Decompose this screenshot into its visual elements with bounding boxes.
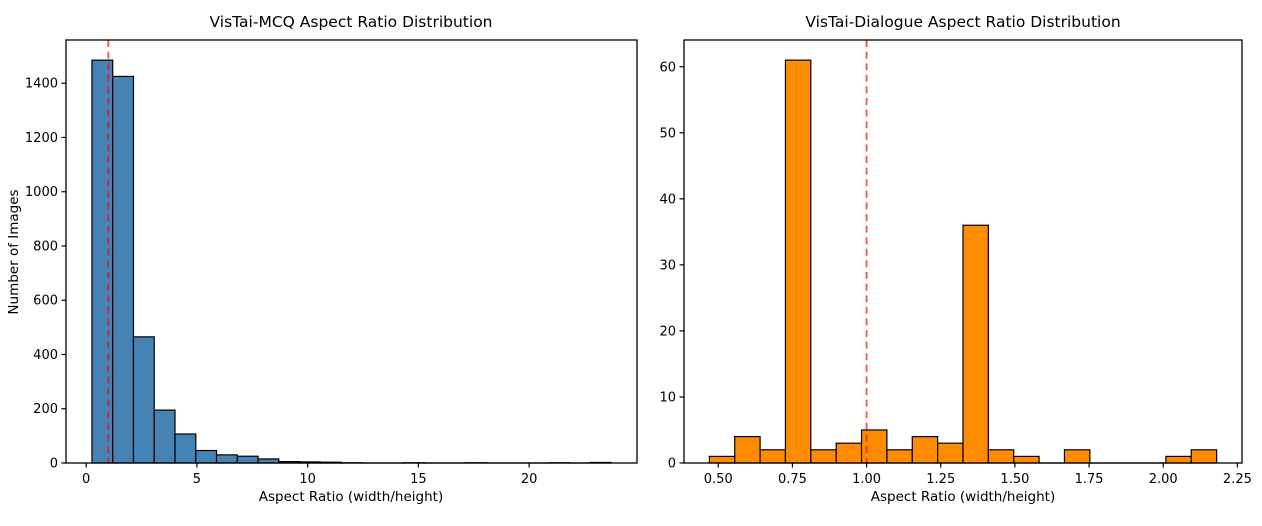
histogram-bar xyxy=(708,455,736,464)
x-tick-label: 15 xyxy=(410,472,427,487)
y-tick-label: 30 xyxy=(659,258,676,273)
histogram-bar xyxy=(236,455,259,464)
histogram-bar xyxy=(911,435,939,464)
mcq-chart-title: VisTai-MCQ Aspect Ratio Distribution xyxy=(209,13,493,31)
histogram-bar xyxy=(1190,449,1218,464)
y-tick-label: 1400 xyxy=(25,77,58,92)
x-tick-label: 1.75 xyxy=(1075,472,1104,487)
subplot-1: 0.50 0.75 1.00 1.25 1.50 1.75 2.00 2.25 0 10 20 30 4… xyxy=(659,39,1252,487)
histogram-bar xyxy=(937,442,964,464)
histogram-bar xyxy=(215,454,238,464)
y-tick-label: 20 xyxy=(659,324,676,339)
mcq-x-axis-label: Aspect Ratio (width/height) xyxy=(258,489,444,505)
histogram-bar xyxy=(174,433,197,464)
x-tick-label: 0.50 xyxy=(704,472,733,487)
x-tick-label: 5 xyxy=(193,472,201,487)
histogram-bar xyxy=(962,224,989,464)
histogram-bar xyxy=(784,59,812,464)
histogram-bar xyxy=(987,449,1015,464)
x-tick-label: 1.00 xyxy=(852,472,881,487)
y-tick-label: 200 xyxy=(33,402,58,417)
x-tick-label: 0.75 xyxy=(778,472,807,487)
axes-spines xyxy=(65,39,638,464)
histogram-bar xyxy=(734,435,761,464)
y-tick-label: 1000 xyxy=(25,185,58,200)
x-tick-label: 2.25 xyxy=(1223,472,1252,487)
x-tick-label: 2.00 xyxy=(1149,472,1178,487)
y-tick-label: 0 xyxy=(668,457,676,472)
y-tick-label: 60 xyxy=(659,60,676,75)
histogram-bar xyxy=(1013,455,1040,464)
x-tick-label: 1.25 xyxy=(926,472,955,487)
x-tick-label: 10 xyxy=(299,472,316,487)
mcq-y-axis-label: Number of Images xyxy=(6,189,22,315)
x-tick-label: 0 xyxy=(82,472,90,487)
histogram-bar xyxy=(153,409,176,464)
y-tick-label: 0 xyxy=(50,457,58,472)
dialogue-chart-title: VisTai-Dialogue Aspect Ratio Distributio… xyxy=(805,13,1121,31)
y-tick-label: 40 xyxy=(659,192,676,207)
histogram-bar xyxy=(759,449,787,464)
histogram-bar xyxy=(1165,455,1192,464)
histogram-bar xyxy=(195,449,218,464)
histogram-bar xyxy=(860,429,888,464)
histogram-bar xyxy=(91,59,114,464)
histogram-bar xyxy=(112,75,135,464)
histogram-bar xyxy=(886,449,913,464)
histogram-bar xyxy=(835,442,863,464)
y-tick-label: 400 xyxy=(33,348,58,363)
y-tick-label: 10 xyxy=(659,390,676,405)
y-tick-label: 50 xyxy=(659,126,676,141)
x-tick-label: 20 xyxy=(521,472,538,487)
axes-spines xyxy=(683,39,1243,464)
dialogue-x-axis-label: Aspect Ratio (width/height) xyxy=(870,489,1056,505)
y-tick-label: 800 xyxy=(33,239,58,254)
histogram-bar xyxy=(132,336,155,464)
histogram-bar xyxy=(810,449,837,464)
y-tick-label: 600 xyxy=(33,294,58,309)
y-tick-label: 1200 xyxy=(25,131,58,146)
histogram-bar xyxy=(1063,449,1091,464)
x-tick-label: 1.50 xyxy=(1000,472,1029,487)
